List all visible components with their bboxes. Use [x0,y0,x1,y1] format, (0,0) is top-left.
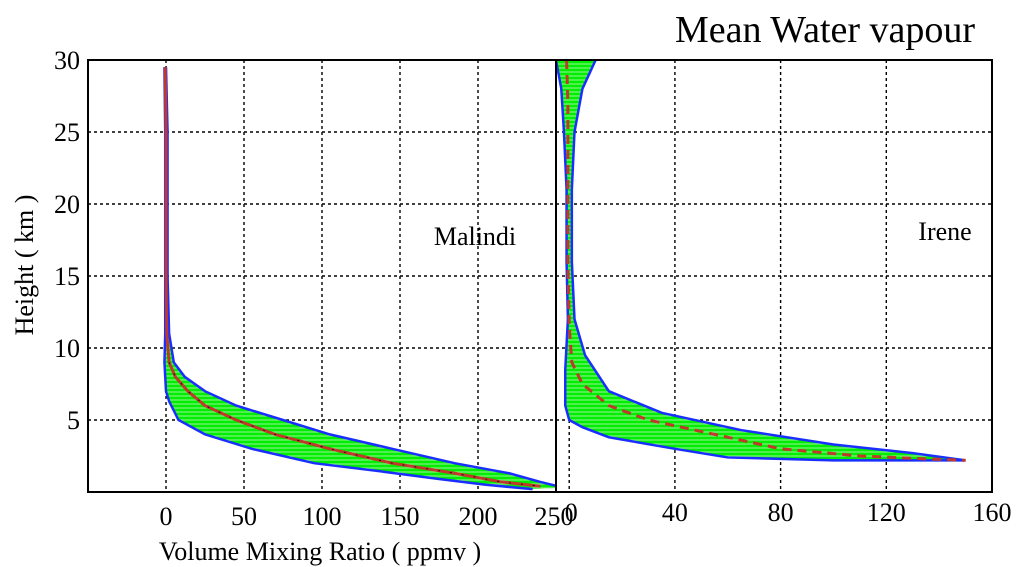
x-tick-label: 0 [160,502,173,531]
x-tick-label: 40 [662,498,688,527]
y-axis-label: Height ( km ) [10,195,39,336]
y-tick-label: 10 [54,334,80,363]
x-tick-label: 0 [565,498,578,527]
x-tick-label: 150 [381,502,420,531]
y-tick-label: 20 [54,190,80,219]
panel-label-irene: Irene [918,217,971,246]
y-tick-label: 30 [54,46,80,75]
chart-title: Mean Water vapour [675,9,975,51]
y-tick-label: 15 [54,262,80,291]
x-tick-label: 50 [231,502,257,531]
x-tick-label: 250 [535,502,574,531]
x-tick-label: 200 [459,502,498,531]
y-tick-label: 5 [67,406,80,435]
lower-bound-line [556,60,966,462]
mean-profile-dash [168,362,541,487]
x-tick-label: 160 [973,498,1012,527]
y-tick-label: 25 [54,118,80,147]
x-tick-label: 100 [303,502,342,531]
x-tick-label: 120 [867,498,906,527]
plot-frame [87,59,993,493]
x-tick-label: 80 [768,498,794,527]
grid-layer [88,59,992,492]
panel-label-malindi: Malindi [434,222,516,251]
upper-bound-line [164,67,556,488]
mean-profile-line [565,60,966,462]
envelope-fill [164,67,556,490]
mean-profile-line [163,67,541,488]
upper-bound-line [570,60,966,462]
frame-layer [87,59,993,493]
x-axis-label: Volume Mixing Ratio ( ppmv ) [159,537,481,566]
